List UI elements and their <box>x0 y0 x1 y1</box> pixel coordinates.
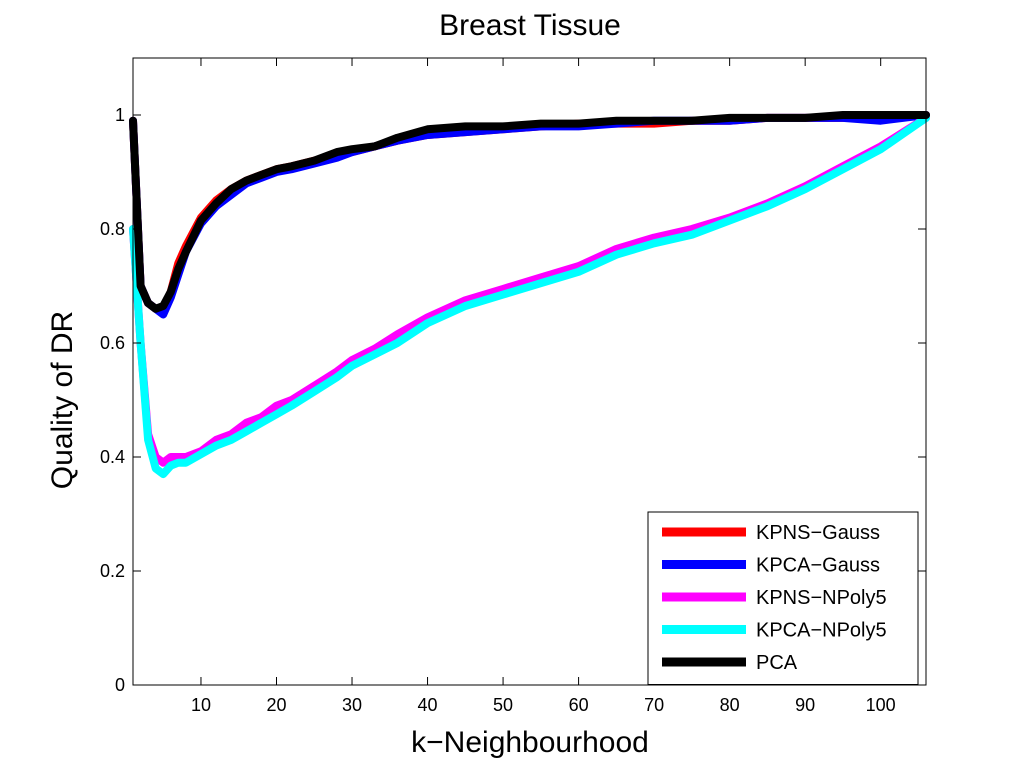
legend: KPNS−Gauss KPCA−Gauss KPNS−NPoly5 KPCA−NPol… <box>647 511 919 685</box>
x-tick-label: 80 <box>720 695 740 715</box>
legend-label: KPNS−NPoly5 <box>756 587 887 609</box>
y-axis: 0 0.2 0.4 0.6 0.8 1 <box>100 105 926 695</box>
x-tick-label: 40 <box>418 695 438 715</box>
axes-box <box>132 57 927 686</box>
x-axis: 10 20 30 40 50 60 70 80 90 100 <box>191 58 896 715</box>
series-group <box>129 111 930 479</box>
legend-label: KPNS−Gauss <box>756 522 880 544</box>
y-axis-title: Quality of DR <box>46 311 79 489</box>
legend-label: KPCA−NPoly5 <box>756 620 887 642</box>
legend-label: PCA <box>756 652 798 674</box>
x-tick-label: 60 <box>569 695 589 715</box>
x-tick-label: 90 <box>795 695 815 715</box>
y-tick-label: 0.4 <box>100 447 125 467</box>
x-tick-label: 20 <box>266 695 286 715</box>
x-tick-label: 10 <box>191 695 211 715</box>
legend-label: KPCA−Gauss <box>756 555 880 577</box>
y-tick-label: 0 <box>115 675 125 695</box>
y-tick-label: 0.2 <box>100 561 125 581</box>
x-tick-label: 100 <box>866 695 896 715</box>
x-tick-label: 50 <box>493 695 513 715</box>
x-axis-title: k−Neighbourhood <box>411 726 649 759</box>
series-line-2 <box>129 113 930 467</box>
series-line-4 <box>129 111 930 313</box>
x-tick-label: 70 <box>644 695 664 715</box>
x-tick-label: 30 <box>342 695 362 715</box>
series-line-3 <box>129 113 930 479</box>
y-tick-label: 1 <box>115 105 125 125</box>
y-tick-label: 0.8 <box>100 219 125 239</box>
chart-title: Breast Tissue <box>439 9 621 42</box>
y-tick-label: 0.6 <box>100 333 125 353</box>
